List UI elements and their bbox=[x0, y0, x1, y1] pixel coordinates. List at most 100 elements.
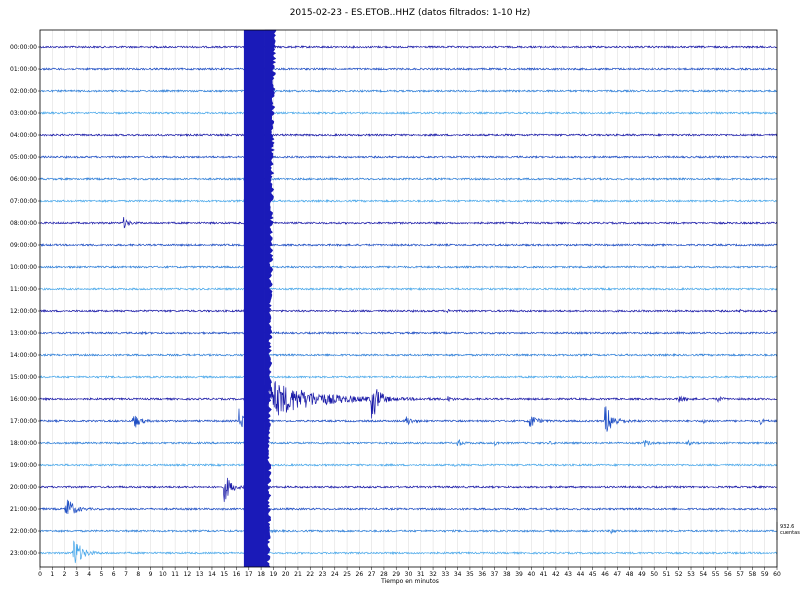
x-tick-label-3: 3 bbox=[75, 571, 79, 578]
x-tick-label-15: 15 bbox=[220, 571, 228, 578]
row-label-2: 02:00:00 bbox=[10, 88, 37, 95]
trace-row-23 bbox=[39, 540, 778, 564]
x-tick-label-53: 53 bbox=[687, 571, 695, 578]
trace-row-6 bbox=[39, 176, 778, 181]
x-tick-labels: 0 1 2 3 4 5 6 7 8 9 10 11 12 13 14 15 16 17 18 19 20 21 22 23 24… bbox=[38, 571, 781, 578]
x-tick-label-59: 59 bbox=[761, 571, 769, 578]
row-label-21: 21:00:00 bbox=[10, 506, 37, 513]
trace-row-19 bbox=[39, 462, 778, 467]
trace-layer bbox=[39, 29, 778, 568]
row-label-16: 16:00:00 bbox=[10, 396, 37, 403]
plot-frame bbox=[39, 29, 778, 568]
x-tick-label-46: 46 bbox=[601, 571, 609, 578]
x-tick-label-40: 40 bbox=[528, 571, 536, 578]
x-tick-label-36: 36 bbox=[478, 571, 486, 578]
trace-row-1 bbox=[39, 67, 778, 72]
scale-indicator: 932.6 cuentas bbox=[776, 522, 800, 540]
x-tick-label-22: 22 bbox=[306, 571, 314, 578]
x-tick-label-24: 24 bbox=[331, 571, 339, 578]
x-tick-label-32: 32 bbox=[429, 571, 437, 578]
row-label-11: 11:00:00 bbox=[10, 286, 37, 293]
row-label-5: 05:00:00 bbox=[10, 154, 37, 161]
x-tick-label-18: 18 bbox=[257, 571, 265, 578]
x-tick-label-5: 5 bbox=[100, 571, 104, 578]
x-tick-label-1: 1 bbox=[50, 571, 54, 578]
x-tick-label-56: 56 bbox=[724, 571, 732, 578]
row-label-0: 00:00:00 bbox=[10, 44, 37, 51]
trace-row-0 bbox=[39, 44, 778, 49]
trace-row-17 bbox=[39, 406, 778, 432]
x-tick-label-37: 37 bbox=[491, 571, 499, 578]
x-tick-label-17: 17 bbox=[245, 571, 253, 578]
x-tick-label-6: 6 bbox=[112, 571, 116, 578]
x-tick-label-25: 25 bbox=[343, 571, 351, 578]
x-tick-label-27: 27 bbox=[368, 571, 376, 578]
x-tick-label-52: 52 bbox=[675, 571, 683, 578]
row-label-22: 22:00:00 bbox=[10, 528, 37, 535]
trace-row-5 bbox=[39, 154, 778, 160]
trace-row-16 bbox=[39, 380, 778, 419]
x-tick-label-35: 35 bbox=[466, 571, 474, 578]
x-tick-label-29: 29 bbox=[392, 571, 400, 578]
x-tick-label-41: 41 bbox=[540, 571, 548, 578]
row-label-14: 14:00:00 bbox=[10, 352, 37, 359]
x-tick-label-47: 47 bbox=[613, 571, 621, 578]
x-tick-label-55: 55 bbox=[712, 571, 720, 578]
trace-row-10 bbox=[39, 265, 778, 269]
trace-row-15 bbox=[39, 375, 778, 379]
trace-row-8 bbox=[39, 216, 778, 229]
x-tick-label-11: 11 bbox=[171, 571, 179, 578]
x-tick-label-23: 23 bbox=[319, 571, 327, 578]
x-tick-label-57: 57 bbox=[736, 571, 744, 578]
grid-layer bbox=[39, 30, 778, 567]
x-tick-label-30: 30 bbox=[405, 571, 413, 578]
x-tick-label-49: 49 bbox=[638, 571, 646, 578]
row-label-12: 12:00:00 bbox=[10, 308, 37, 315]
x-tick-label-33: 33 bbox=[442, 571, 450, 578]
row-label-15: 15:00:00 bbox=[10, 374, 37, 381]
trace-row-2 bbox=[39, 89, 778, 93]
x-tick-label-9: 9 bbox=[149, 571, 153, 578]
x-tick-label-50: 50 bbox=[650, 571, 658, 578]
trace-row-3 bbox=[39, 110, 778, 116]
x-tick-label-10: 10 bbox=[159, 571, 167, 578]
trace-row-9 bbox=[39, 242, 778, 248]
major-event-block bbox=[243, 30, 265, 567]
x-tick-label-16: 16 bbox=[233, 571, 241, 578]
trace-row-22 bbox=[39, 527, 778, 537]
scale-label-unit: cuentas bbox=[780, 530, 800, 536]
x-tick-label-51: 51 bbox=[663, 571, 671, 578]
row-label-8: 08:00:00 bbox=[10, 220, 37, 227]
trace-row-14 bbox=[39, 352, 778, 358]
row-label-20: 20:00:00 bbox=[10, 484, 37, 491]
x-tick-label-34: 34 bbox=[454, 571, 462, 578]
x-tick-label-20: 20 bbox=[282, 571, 290, 578]
trace-row-20 bbox=[39, 477, 778, 502]
trace-row-18 bbox=[39, 439, 778, 447]
x-tick-label-43: 43 bbox=[564, 571, 572, 578]
row-label-10: 10:00:00 bbox=[10, 264, 37, 271]
x-tick-label-60: 60 bbox=[773, 571, 781, 578]
trace-row-7 bbox=[39, 198, 778, 204]
x-tick-label-26: 26 bbox=[356, 571, 364, 578]
x-axis-label: Tiempo en minutos bbox=[380, 578, 439, 585]
x-tick-label-0: 0 bbox=[38, 571, 42, 578]
major-event-tail bbox=[264, 29, 277, 568]
row-label-4: 04:00:00 bbox=[10, 132, 37, 139]
x-tick-label-2: 2 bbox=[63, 571, 67, 578]
row-label-6: 06:00:00 bbox=[10, 176, 37, 183]
x-tick-label-31: 31 bbox=[417, 571, 425, 578]
x-tick-label-12: 12 bbox=[184, 571, 192, 578]
x-tick-label-28: 28 bbox=[380, 571, 388, 578]
row-label-13: 13:00:00 bbox=[10, 330, 37, 337]
row-labels: 00:00:00 01:00:00 02:00:00 03:00:00 04:00:00… bbox=[10, 44, 37, 557]
x-tick-label-58: 58 bbox=[749, 571, 757, 578]
scale-label-value: 932.6 bbox=[780, 524, 794, 530]
x-tick-label-42: 42 bbox=[552, 571, 560, 578]
row-label-18: 18:00:00 bbox=[10, 440, 37, 447]
x-tick-label-19: 19 bbox=[270, 571, 278, 578]
trace-row-13 bbox=[39, 330, 778, 336]
row-label-23: 23:00:00 bbox=[10, 550, 37, 557]
x-tick-label-48: 48 bbox=[626, 571, 634, 578]
